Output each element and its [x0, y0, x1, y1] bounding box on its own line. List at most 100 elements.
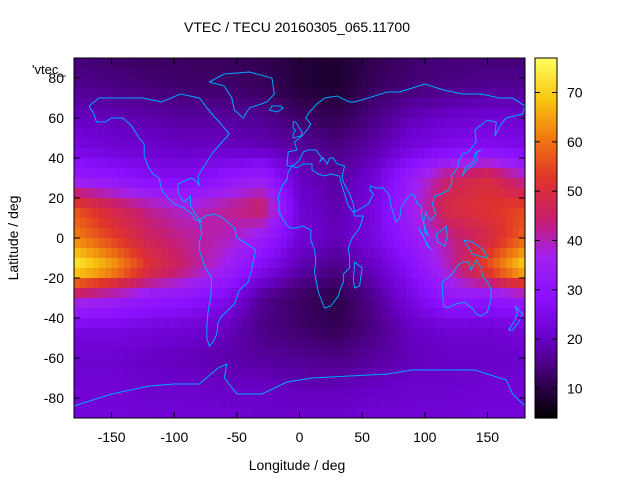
heat-cell — [280, 288, 288, 299]
heat-cell — [462, 378, 470, 389]
heat-cell — [512, 138, 520, 149]
heat-cell — [249, 358, 257, 369]
heat-cell — [167, 138, 175, 149]
colorbar-segment — [535, 295, 557, 299]
heat-cell — [167, 238, 175, 249]
heat-cell — [506, 218, 514, 229]
heat-cell — [499, 138, 507, 149]
heat-cell — [186, 258, 194, 269]
heat-cell — [111, 78, 119, 89]
heat-cell — [268, 178, 276, 189]
heat-cell — [111, 398, 119, 409]
heat-cell — [380, 378, 388, 389]
heat-cell — [255, 118, 263, 129]
heat-cell — [393, 158, 401, 169]
heat-cell — [230, 278, 238, 289]
heat-cell — [99, 378, 106, 389]
heat-cell — [424, 188, 432, 199]
heat-cell — [374, 148, 382, 159]
heat-cell — [449, 98, 457, 109]
heat-cell — [412, 158, 420, 169]
colorbar-segment — [535, 364, 557, 368]
heat-cell — [380, 358, 388, 369]
heat-cell — [167, 98, 175, 109]
heat-cell — [487, 278, 495, 289]
heat-cell — [418, 128, 426, 139]
heat-cell — [86, 158, 94, 169]
heat-cell — [518, 118, 525, 129]
heat-cell — [174, 398, 182, 409]
heat-cell — [74, 88, 81, 99]
heat-cell — [286, 168, 294, 179]
heat-cell — [349, 68, 357, 79]
heat-cell — [180, 88, 188, 99]
heat-cell — [324, 278, 332, 289]
heat-cell — [380, 198, 388, 209]
heat-cell — [130, 108, 138, 119]
heat-cell — [449, 318, 457, 329]
heat-cell — [318, 88, 326, 99]
heat-cell — [274, 168, 282, 179]
heat-cell — [142, 268, 150, 279]
heat-cell — [418, 248, 426, 259]
heat-cell — [161, 348, 169, 359]
heat-cell — [318, 118, 326, 129]
heat-cell — [393, 398, 401, 409]
heat-cell — [230, 398, 238, 409]
heat-cell — [268, 258, 276, 269]
heat-cell — [205, 68, 213, 79]
heat-cell — [337, 98, 344, 109]
heat-cell — [167, 58, 175, 69]
heat-cell — [249, 398, 257, 409]
heat-cell — [499, 358, 507, 369]
heat-cell — [261, 288, 269, 299]
heat-cell — [180, 128, 188, 139]
heat-cell — [481, 148, 489, 159]
heat-cell — [330, 348, 338, 359]
colorbar-segment — [535, 166, 557, 170]
heat-cell — [318, 208, 326, 219]
heat-cell — [312, 398, 319, 409]
heat-cell — [261, 368, 269, 379]
heat-cell — [180, 158, 188, 169]
heat-cell — [443, 298, 451, 309]
heat-cell — [186, 78, 194, 89]
heat-cell — [255, 358, 263, 369]
heat-cell — [280, 118, 288, 129]
heat-cell — [161, 168, 169, 179]
heat-cell — [230, 248, 238, 259]
heat-cell — [167, 158, 175, 169]
heat-cell — [280, 78, 288, 89]
heat-cell — [218, 318, 225, 329]
heat-cell — [349, 308, 357, 319]
heat-cell — [167, 118, 175, 129]
heat-cell — [174, 208, 182, 219]
heat-cell — [318, 238, 326, 249]
heat-cell — [86, 68, 94, 79]
heat-cell — [268, 168, 276, 179]
heat-cell — [243, 408, 250, 418]
heat-cell — [180, 198, 188, 209]
heat-cell — [312, 378, 319, 389]
heat-cell — [255, 258, 263, 269]
heat-cell — [324, 138, 332, 149]
heat-cell — [180, 98, 188, 109]
heat-cell — [299, 168, 307, 179]
colorbar-segment — [535, 286, 557, 290]
colorbar-segment — [535, 313, 557, 317]
heat-cell — [380, 298, 388, 309]
heat-cell — [374, 158, 382, 169]
heat-cell — [499, 398, 507, 409]
heat-cell — [186, 68, 194, 79]
heat-cell — [99, 228, 106, 239]
heat-cell — [74, 348, 81, 359]
colorbar-segment — [535, 382, 557, 386]
colorbar-segment — [535, 133, 557, 137]
heat-cell — [92, 228, 100, 239]
heat-cell — [293, 358, 301, 369]
heat-cell — [368, 168, 376, 179]
heat-cell — [437, 278, 445, 289]
heat-cell — [180, 398, 188, 409]
heat-cell — [124, 398, 131, 409]
colorbar-segment — [535, 250, 557, 254]
